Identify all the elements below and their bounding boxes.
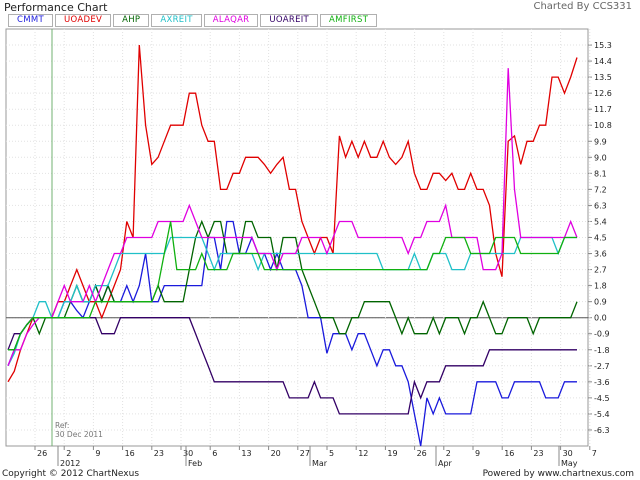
series-line-alaqar (7, 68, 578, 367)
legend-item-axreit[interactable]: AXREIT (151, 14, 202, 27)
y-tick-label: 3.6 (594, 250, 607, 259)
x-day-label: 5 (329, 449, 334, 458)
x-month-label: Apr (438, 459, 453, 468)
reference-label: Ref: (55, 421, 69, 430)
x-day-label: 20 (271, 449, 281, 458)
y-tick-label: 8.1 (594, 169, 607, 178)
x-day-label: 30 (563, 449, 573, 458)
x-day-label: 27 (300, 449, 310, 458)
y-tick-label: -3.6 (594, 378, 610, 387)
x-day-label: 16 (125, 449, 135, 458)
chart-legend: CMMT UOADEV AHP AXREIT ALAQAR UOAREIT AMFIRST (8, 14, 379, 27)
x-day-label: 9 (475, 449, 480, 458)
x-day-label: 26 (417, 449, 427, 458)
y-tick-label: -0.9 (594, 330, 610, 339)
y-tick-label: -6.3 (594, 426, 610, 435)
series-line-uoareit (7, 317, 577, 415)
x-day-label: 7 (592, 449, 597, 458)
x-day-label: 23 (533, 449, 543, 458)
series-line-uoadev (7, 44, 578, 383)
x-month-label: Feb (188, 459, 202, 468)
x-month-label: 2012 (60, 459, 80, 468)
x-day-label: 2 (446, 449, 451, 458)
y-tick-label: -4.5 (594, 394, 610, 403)
series-line-amfirst (8, 221, 577, 351)
x-month-label: Mar (312, 459, 328, 468)
y-tick-label: 0.9 (594, 298, 607, 307)
x-day-label: 9 (95, 449, 100, 458)
series-line-ahp (8, 219, 578, 351)
y-tick-label: 0.0 (594, 314, 607, 323)
y-tick-label: -2.7 (594, 362, 610, 371)
x-day-label: 19 (387, 449, 397, 458)
x-day-label: 23 (154, 449, 164, 458)
x-day-label: 13 (241, 449, 251, 458)
powered-by-text: Powered by www.chartnexus.com (482, 469, 634, 479)
y-tick-label: 10.8 (594, 121, 612, 130)
y-tick-label: 11.7 (594, 105, 612, 114)
chart-title: Performance Chart (4, 1, 108, 14)
y-tick-label: 1.8 (594, 282, 607, 291)
x-month-label: May (561, 459, 578, 468)
charted-by-label: Charted By CCS331 (533, 1, 632, 12)
legend-item-ahp[interactable]: AHP (113, 14, 150, 27)
y-tick-label: 2.7 (594, 266, 607, 275)
y-tick-label: 7.2 (594, 185, 607, 194)
y-tick-label: -5.4 (594, 410, 610, 419)
legend-item-cmmt[interactable]: CMMT (8, 14, 53, 27)
y-tick-label: 6.3 (594, 201, 607, 210)
y-tick-label: 14.4 (594, 57, 612, 66)
y-tick-label: -1.8 (594, 346, 610, 355)
reference-label: 30 Dec 2011 (55, 430, 103, 439)
legend-item-uoadev[interactable]: UOADEV (55, 14, 112, 27)
x-day-label: 6 (212, 449, 217, 458)
x-day-label: 16 (504, 449, 514, 458)
y-tick-label: 5.4 (594, 217, 607, 226)
x-day-label: 26 (37, 449, 47, 458)
legend-item-amfirst[interactable]: AMFIRST (320, 14, 378, 27)
y-tick-label: 12.6 (594, 89, 612, 98)
y-tick-label: 4.5 (594, 234, 607, 243)
legend-item-uoareit[interactable]: UOAREIT (260, 14, 319, 27)
y-tick-label: 9.9 (594, 137, 607, 146)
x-day-label: 12 (358, 449, 368, 458)
y-tick-label: 15.3 (594, 41, 612, 50)
copyright-text: Copyright © 2012 ChartNexus (2, 469, 140, 479)
x-day-label: 2 (66, 449, 71, 458)
y-tick-label: 13.5 (594, 73, 612, 82)
x-day-label: 30 (183, 449, 193, 458)
legend-item-alaqar[interactable]: ALAQAR (203, 14, 259, 27)
y-tick-label: 9.0 (594, 153, 607, 162)
